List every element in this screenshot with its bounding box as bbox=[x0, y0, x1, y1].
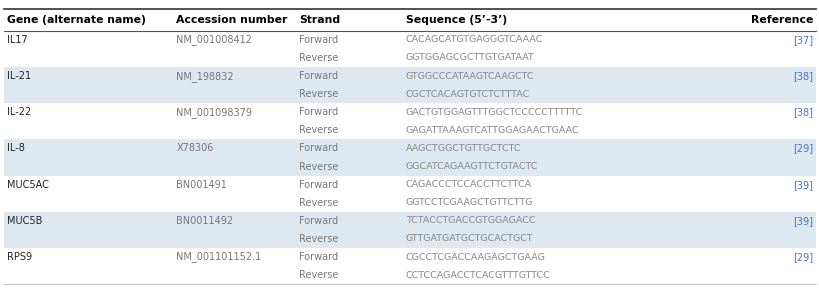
Text: CACAGCATGTGAGGGTCAAAC: CACAGCATGTGAGGGTCAAAC bbox=[405, 36, 543, 45]
Text: GGTGGAGCGCTTGTGATAAT: GGTGGAGCGCTTGTGATAAT bbox=[405, 54, 534, 63]
Bar bbox=[4, 49, 815, 67]
Text: NM_198832: NM_198832 bbox=[176, 71, 233, 81]
Text: X78306: X78306 bbox=[176, 143, 214, 153]
Text: RPS9: RPS9 bbox=[7, 252, 32, 262]
Text: TCTACCTGACCGTGGAGACC: TCTACCTGACCGTGGAGACC bbox=[405, 216, 535, 225]
Bar bbox=[4, 85, 815, 103]
Text: CCTCCAGACCTCACGTTTGTTCC: CCTCCAGACCTCACGTTTGTTCC bbox=[405, 271, 550, 280]
Bar bbox=[4, 175, 815, 194]
Bar bbox=[4, 139, 815, 157]
Text: IL-21: IL-21 bbox=[7, 71, 30, 81]
Text: NM_001098379: NM_001098379 bbox=[176, 107, 252, 118]
Bar bbox=[4, 31, 815, 49]
Text: Gene (alternate name): Gene (alternate name) bbox=[7, 15, 145, 25]
Bar bbox=[4, 248, 815, 266]
Bar bbox=[4, 103, 815, 121]
Text: [38]: [38] bbox=[793, 107, 812, 117]
Text: GGTCCTCGAAGCTGTTCTTG: GGTCCTCGAAGCTGTTCTTG bbox=[405, 198, 532, 207]
Text: CAGACCCTCCACCTTCTTCA: CAGACCCTCCACCTTCTTCA bbox=[405, 180, 532, 189]
Bar bbox=[4, 266, 815, 284]
Text: [39]: [39] bbox=[793, 216, 812, 226]
Text: Strand: Strand bbox=[299, 15, 340, 25]
Text: Forward: Forward bbox=[299, 107, 338, 117]
Text: Reference: Reference bbox=[750, 15, 812, 25]
Text: Forward: Forward bbox=[299, 71, 338, 81]
Text: [29]: [29] bbox=[792, 143, 812, 153]
Text: Reverse: Reverse bbox=[299, 162, 338, 172]
Text: MUC5B: MUC5B bbox=[7, 216, 42, 226]
Text: GAGATTAAAGTCATTGGAGAACTGAAC: GAGATTAAAGTCATTGGAGAACTGAAC bbox=[405, 126, 579, 135]
Text: Forward: Forward bbox=[299, 143, 338, 153]
Text: Reverse: Reverse bbox=[299, 234, 338, 244]
Text: Reverse: Reverse bbox=[299, 198, 338, 208]
Text: NM_001101152.1: NM_001101152.1 bbox=[176, 252, 261, 262]
Text: Reverse: Reverse bbox=[299, 125, 338, 135]
Text: BN0011492: BN0011492 bbox=[176, 216, 233, 226]
Text: Forward: Forward bbox=[299, 216, 338, 226]
Text: Reverse: Reverse bbox=[299, 89, 338, 99]
Text: MUC5AC: MUC5AC bbox=[7, 180, 48, 190]
Text: BN001491: BN001491 bbox=[176, 180, 227, 190]
Bar bbox=[4, 194, 815, 212]
Text: [38]: [38] bbox=[793, 71, 812, 81]
Bar bbox=[4, 121, 815, 139]
Bar bbox=[4, 67, 815, 85]
Text: NM_001008412: NM_001008412 bbox=[176, 34, 252, 45]
Text: CGCTCACAGTGTCTCTTTAC: CGCTCACAGTGTCTCTTTAC bbox=[405, 90, 530, 99]
Text: Forward: Forward bbox=[299, 35, 338, 45]
Text: GACTGTGGAGTTTGGCTCCCCCTTTTTC: GACTGTGGAGTTTGGCTCCCCCTTTTTC bbox=[405, 108, 582, 117]
Text: [39]: [39] bbox=[793, 180, 812, 190]
Text: Sequence (5’-3’): Sequence (5’-3’) bbox=[405, 15, 506, 25]
Text: GTTGATGATGCTGCACTGCT: GTTGATGATGCTGCACTGCT bbox=[405, 235, 533, 244]
Text: CGCCTCGACCAAGAGCTGAAG: CGCCTCGACCAAGAGCTGAAG bbox=[405, 253, 545, 262]
Text: Reverse: Reverse bbox=[299, 270, 338, 280]
Text: Accession number: Accession number bbox=[176, 15, 287, 25]
Text: Reverse: Reverse bbox=[299, 53, 338, 63]
Text: Forward: Forward bbox=[299, 180, 338, 190]
Text: IL17: IL17 bbox=[7, 35, 27, 45]
Text: Forward: Forward bbox=[299, 252, 338, 262]
Text: IL-22: IL-22 bbox=[7, 107, 31, 117]
Text: GTGGCCCATAAGTCAAGCTC: GTGGCCCATAAGTCAAGCTC bbox=[405, 72, 534, 81]
Text: GGCATCAGAAGTTCTGTACTC: GGCATCAGAAGTTCTGTACTC bbox=[405, 162, 537, 171]
Text: [29]: [29] bbox=[792, 252, 812, 262]
Text: IL-8: IL-8 bbox=[7, 143, 25, 153]
Bar bbox=[4, 230, 815, 248]
Text: AAGCTGGCTGTTGCTCTC: AAGCTGGCTGTTGCTCTC bbox=[405, 144, 521, 153]
Bar bbox=[4, 212, 815, 230]
Bar bbox=[4, 157, 815, 175]
Text: [37]: [37] bbox=[792, 35, 812, 45]
